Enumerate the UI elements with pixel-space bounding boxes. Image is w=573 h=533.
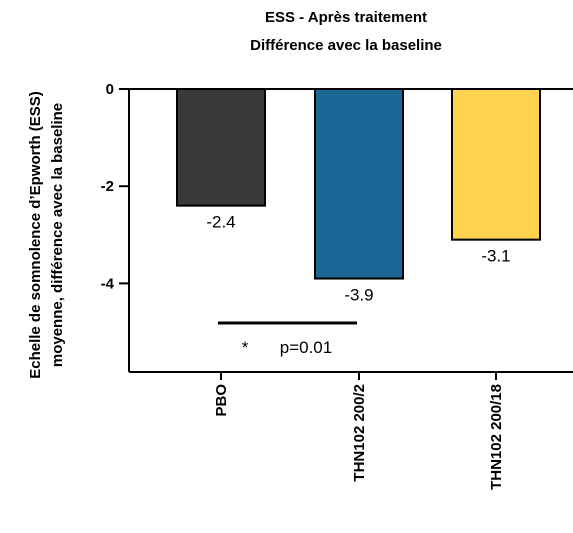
category-label-2: THN102 200/18 xyxy=(488,384,505,490)
bar-2 xyxy=(451,88,541,241)
y-tick-label-2: -4 xyxy=(101,275,115,292)
category-label-0: PBO xyxy=(213,384,230,417)
y-tick-label-0: 0 xyxy=(106,81,114,98)
significance-p-value: p=0.01 xyxy=(280,338,332,357)
categories-layer: PBO THN102 200/2 THN102 200/18 xyxy=(213,372,505,490)
chart-title-line-1: ESS - Après traitement xyxy=(265,9,427,26)
data-label-1: -3.9 xyxy=(344,286,373,305)
chart-title-line-2: Différence avec la baseline xyxy=(250,37,442,54)
ticks-layer: 0 -2 -4 xyxy=(101,81,129,292)
data-label-2: -3.1 xyxy=(481,247,510,266)
data-label-0: -2.4 xyxy=(206,213,235,232)
y-tick-label-1: -2 xyxy=(101,178,114,195)
y-axis-label-line-2: moyenne, différence avec la baseline xyxy=(49,103,66,367)
bar-0 xyxy=(176,88,266,207)
significance-star: * xyxy=(242,338,249,357)
bar-1 xyxy=(314,88,404,280)
bars-layer: -2.4 -3.9 -3.1 xyxy=(176,88,541,305)
y-axis-label-line-1: Echelle de somnolence d’Epworth (ESS) xyxy=(27,91,44,379)
category-label-1: THN102 200/2 xyxy=(351,384,368,482)
